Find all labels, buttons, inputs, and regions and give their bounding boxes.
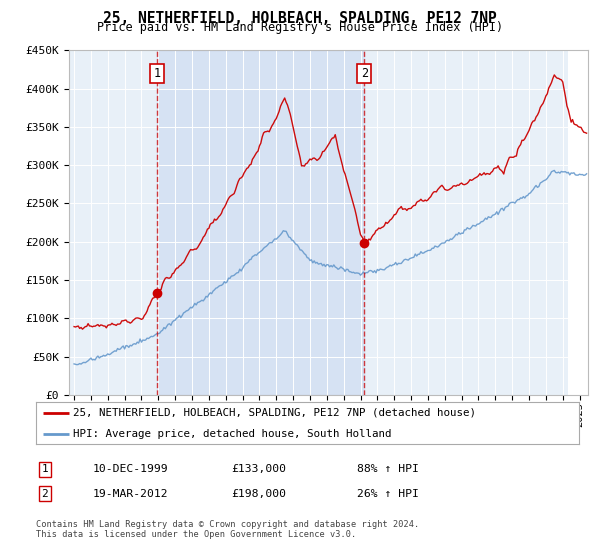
Bar [157,50,364,395]
Text: £133,000: £133,000 [231,464,286,474]
Text: HPI: Average price, detached house, South Holland: HPI: Average price, detached house, Sout… [73,430,391,439]
Text: 1: 1 [41,464,49,474]
Text: 25, NETHERFIELD, HOLBEACH, SPALDING, PE12 7NP (detached house): 25, NETHERFIELD, HOLBEACH, SPALDING, PE1… [73,408,476,418]
Text: Price paid vs. HM Land Registry's House Price Index (HPI): Price paid vs. HM Land Registry's House … [97,21,503,34]
Text: 25, NETHERFIELD, HOLBEACH, SPALDING, PE12 7NP: 25, NETHERFIELD, HOLBEACH, SPALDING, PE1… [103,11,497,26]
Text: 26% ↑ HPI: 26% ↑ HPI [357,489,419,499]
Text: 1: 1 [154,67,161,80]
Bar [568,50,588,395]
Text: £198,000: £198,000 [231,489,286,499]
Text: 88% ↑ HPI: 88% ↑ HPI [357,464,419,474]
Text: 2: 2 [361,67,368,80]
Text: 10-DEC-1999: 10-DEC-1999 [93,464,169,474]
Text: 2: 2 [41,489,49,499]
Bar [568,50,588,395]
Text: 19-MAR-2012: 19-MAR-2012 [93,489,169,499]
Text: Contains HM Land Registry data © Crown copyright and database right 2024.
This d: Contains HM Land Registry data © Crown c… [36,520,419,539]
